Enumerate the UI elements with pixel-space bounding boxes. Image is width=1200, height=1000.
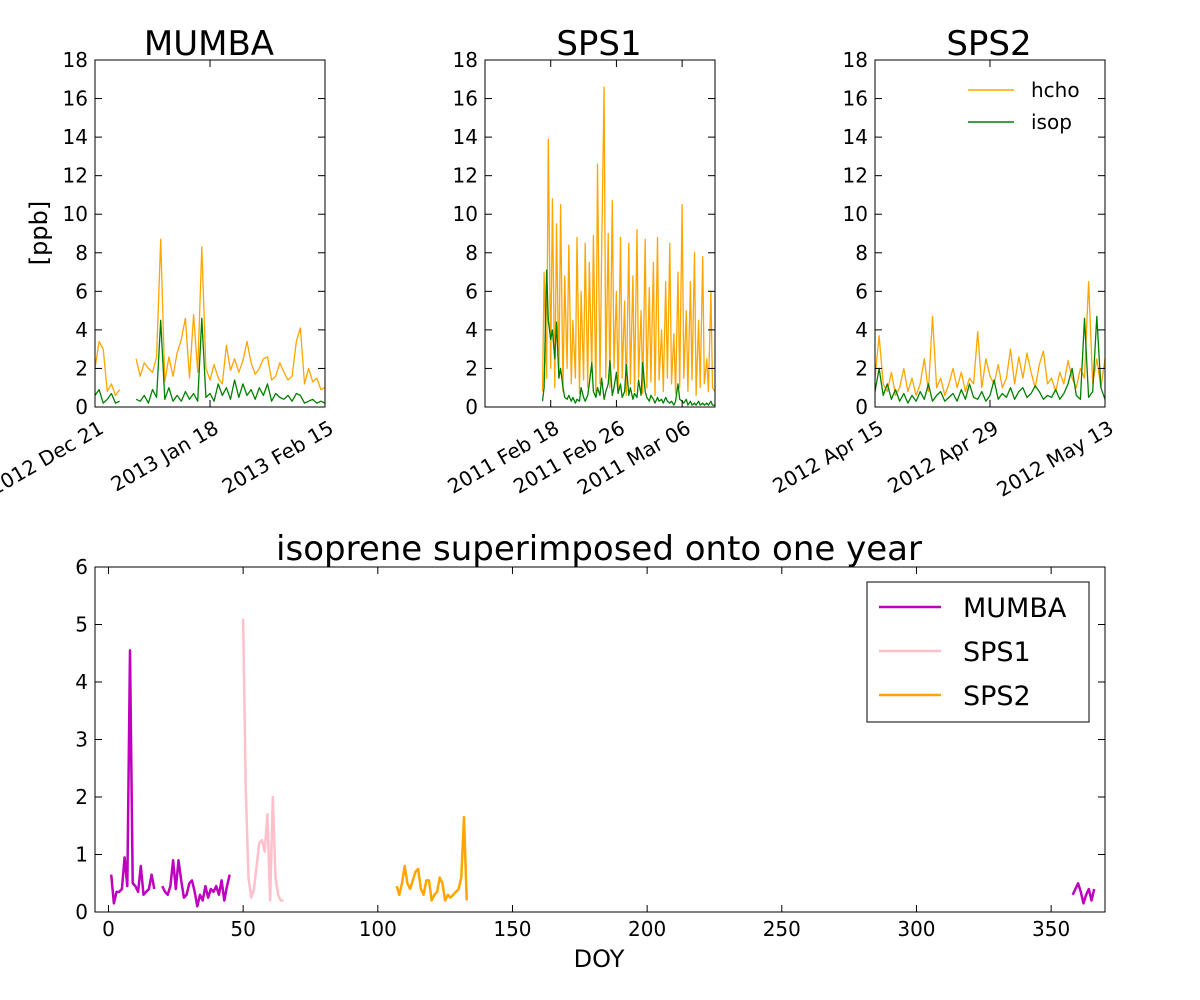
y-tick-label: 16	[453, 87, 478, 111]
bottom-title: isoprene superimposed onto one year	[276, 529, 922, 569]
y-tick-label: 0	[855, 395, 868, 419]
y-tick-label: 6	[75, 555, 88, 579]
y-tick-label: 14	[843, 125, 868, 149]
y-tick-label: 10	[63, 202, 88, 226]
y-tick-label: 16	[843, 87, 868, 111]
y-tick-label: 0	[465, 395, 478, 419]
y-tick-label: 8	[75, 241, 88, 265]
legend: hcho isop	[968, 78, 1080, 134]
y-tick-label: 2	[75, 785, 88, 809]
y-tick-label: 18	[843, 48, 868, 72]
y-tick-label: 16	[63, 87, 88, 111]
y-tick-label: 6	[465, 279, 478, 303]
plot-area	[875, 60, 1105, 407]
y-tick-label: 10	[843, 202, 868, 226]
series-sps1-line	[241, 618, 284, 902]
x-tick-label: 2013 Feb 15	[218, 416, 338, 499]
sps2-title: SPS2	[946, 24, 1031, 64]
x-tick-label: 350	[1032, 917, 1070, 941]
y-tick-label: 0	[75, 395, 88, 419]
x-tick-label: 2013 Jan 18	[107, 416, 223, 497]
y-tick-label: 2	[855, 356, 868, 380]
x-tick-label: 2012 Apr 29	[883, 416, 1002, 499]
y-tick-label: 18	[63, 48, 88, 72]
x-tick-label: 2012 May 13	[993, 416, 1118, 502]
y-tick-label: 8	[465, 241, 478, 265]
y-tick-label: 14	[453, 125, 478, 149]
y-tick-label: 14	[63, 125, 88, 149]
y-tick-label: 2	[75, 356, 88, 380]
series-mumba-line	[161, 859, 231, 908]
series-isop-line	[95, 317, 325, 404]
legend: MUMBA SPS1 SPS2	[866, 581, 1090, 723]
legend-entry: MUMBA	[963, 593, 1067, 624]
sps1-title: SPS1	[556, 24, 641, 64]
series-hcho-line	[95, 238, 325, 397]
series-hcho-line	[541, 86, 715, 397]
y-tick-label: 8	[855, 241, 868, 265]
plot-area	[95, 60, 325, 407]
y-tick-label: 12	[843, 164, 868, 188]
x-tick-label: 100	[359, 917, 397, 941]
y-tick-label: 1	[75, 843, 88, 867]
y-tick-label: 3	[75, 728, 88, 752]
legend-entry: SPS2	[963, 681, 1031, 712]
series-isop-line	[541, 269, 715, 406]
y-tick-label: 6	[855, 279, 868, 303]
series-lines	[541, 86, 715, 406]
series-sps2-line	[395, 815, 468, 902]
x-tick-label: 300	[897, 917, 935, 941]
x-tick-label: 200	[628, 917, 666, 941]
series-lines	[109, 618, 1096, 908]
y-tick-label: 2	[465, 356, 478, 380]
x-tick-label: 150	[493, 917, 531, 941]
series-lines	[875, 281, 1105, 404]
x-tick-label: 250	[763, 917, 801, 941]
x-axis-label: DOY	[574, 945, 625, 973]
y-tick-label: 6	[75, 279, 88, 303]
y-tick-label: 12	[63, 164, 88, 188]
y-tick-label: 4	[75, 318, 88, 342]
isoprene-year-panel: isoprene superimposed onto one year DOY …	[75, 529, 1106, 973]
series-hcho-line	[875, 281, 1105, 397]
series-mumba-line	[1071, 882, 1096, 905]
y-tick-label: 4	[75, 670, 88, 694]
y-tick-label: 4	[465, 318, 478, 342]
x-tick-label: 2012 Apr 15	[768, 416, 887, 499]
legend-entry: hcho	[1031, 78, 1080, 102]
y-tick-label: 4	[855, 318, 868, 342]
y-tick-label: 10	[453, 202, 478, 226]
y-axis-label: [ppb]	[25, 201, 53, 265]
y-tick-label: 5	[75, 613, 88, 637]
series-isop-line	[875, 315, 1105, 404]
series-mumba-line	[109, 649, 156, 905]
axes-frame	[484, 59, 716, 408]
y-tick-label: 18	[453, 48, 478, 72]
mumba-title: MUMBA	[144, 24, 274, 64]
series-lines	[95, 238, 325, 404]
legend-entry: isop	[1031, 110, 1072, 134]
y-tick-label: 0	[75, 900, 88, 924]
x-tick-label: 0	[102, 917, 115, 941]
y-tick-label: 12	[453, 164, 478, 188]
legend-entry: SPS1	[963, 637, 1031, 668]
x-tick-label: 50	[230, 917, 255, 941]
x-tick-label: 2012 Dec 21	[0, 416, 108, 501]
